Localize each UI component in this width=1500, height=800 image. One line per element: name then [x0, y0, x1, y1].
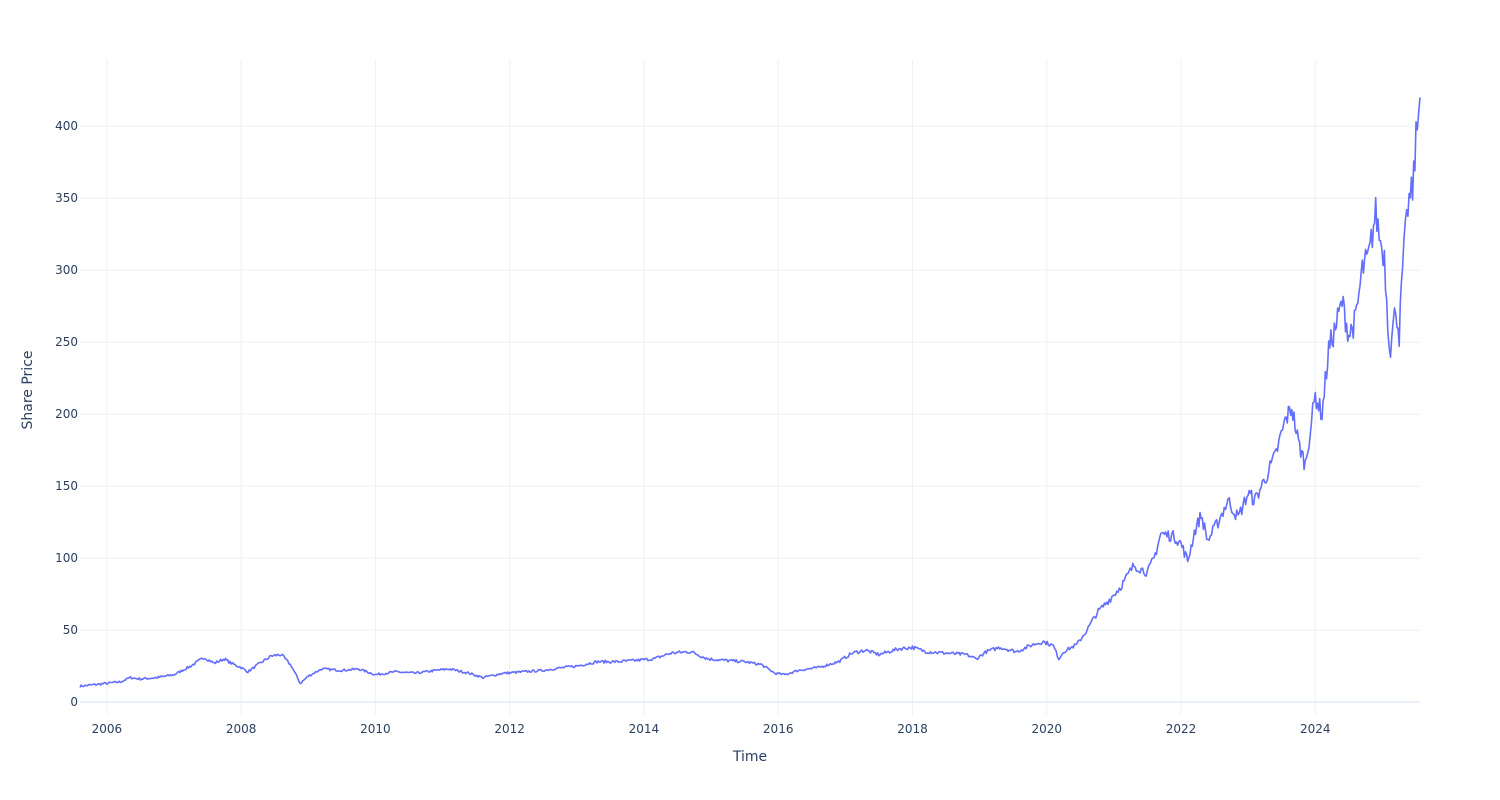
x-axis-title: Time	[732, 749, 767, 765]
y-tick-labels: 0 50 100 150 200 250 300 350 400	[55, 119, 78, 709]
y-tick-label: 150	[55, 479, 78, 493]
x-grid	[106, 60, 1316, 715]
series-layer	[79, 97, 1421, 688]
y-tick-label: 0	[70, 695, 78, 709]
x-tick-label: 2014	[629, 722, 660, 736]
x-tick-label: 2010	[360, 722, 391, 736]
y-grid	[80, 125, 1420, 704]
x-tick-label: 2024	[1300, 722, 1331, 736]
x-tick-label: 2018	[897, 722, 928, 736]
y-tick-label: 50	[63, 623, 78, 637]
y-tick-label: 250	[55, 335, 78, 349]
x-tick-label: 2012	[494, 722, 525, 736]
y-tick-label: 350	[55, 191, 78, 205]
y-tick-label: 300	[55, 263, 78, 277]
x-tick-label: 2020	[1031, 722, 1062, 736]
x-tick-label: 2016	[763, 722, 794, 736]
x-tick-labels: 2006 2008 2010 2012 2014 2016 2018 2020 2022 2024	[92, 722, 1331, 736]
share-price-line	[79, 97, 1421, 688]
x-tick-label: 2006	[92, 722, 123, 736]
x-tick-label: 2022	[1166, 722, 1197, 736]
y-tick-label: 200	[55, 407, 78, 421]
y-axis-title: Share Price	[20, 350, 36, 429]
x-tick-label: 2008	[226, 722, 257, 736]
y-tick-label: 400	[55, 119, 78, 133]
y-tick-label: 100	[55, 551, 78, 565]
